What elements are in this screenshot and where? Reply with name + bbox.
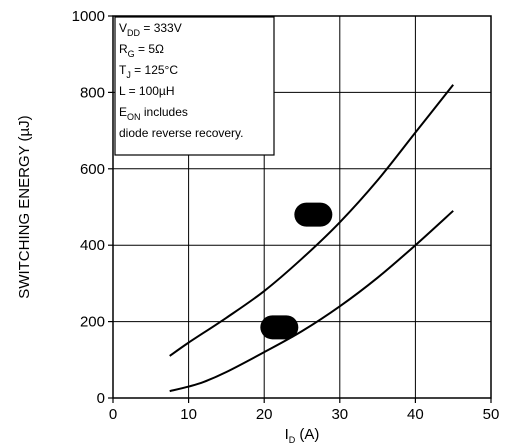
x-tick-label: 20	[256, 406, 273, 423]
plot-frame	[112, 15, 492, 399]
legend-line-rest: = 333V	[140, 21, 182, 35]
y-tick-label: 600	[80, 161, 105, 178]
x-axis-title-rest: (A)	[295, 426, 319, 443]
legend-line-5: EON includes	[119, 105, 188, 122]
y-tick-label: 1000	[72, 8, 105, 25]
legend-line-1: VDD = 333V	[119, 21, 182, 38]
y-tick-label: 400	[80, 237, 105, 254]
legend-line-rest: = 125°C	[131, 63, 178, 77]
legend-line-main: R	[119, 42, 128, 56]
axis-ticks: 0 10 20 30 40 50 0 200 400 600 800 1000	[72, 8, 500, 423]
legend-line-main: diode reverse recovery.	[119, 126, 244, 140]
legend-line-rest: = 100µH	[125, 84, 174, 98]
x-tick-label: 40	[407, 406, 424, 423]
legend-line-3: TJ = 125°C	[119, 63, 178, 80]
series-line-1	[169, 84, 454, 357]
marker-layer	[260, 202, 333, 340]
curve-marker-1	[294, 202, 333, 227]
legend-line-main: E	[119, 105, 127, 119]
legend-line-sub: DD	[127, 28, 140, 38]
legend-line-rest: = 5Ω	[135, 42, 164, 56]
legend-line-6: diode reverse recovery.	[119, 126, 244, 140]
legend-line-sub: G	[128, 49, 135, 59]
y-tick-label: 200	[80, 314, 105, 331]
x-axis-title-sub: D	[289, 435, 296, 443]
x-tick-label: 30	[331, 406, 348, 423]
x-tick-label: 0	[109, 406, 117, 423]
legend-line-main: T	[119, 63, 127, 77]
legend-box: VDD = 333V RG = 5Ω TJ = 125°C L = 100µH EON …	[114, 16, 275, 156]
x-tick-label: 10	[180, 406, 197, 423]
x-axis-title-main: I	[285, 426, 289, 443]
y-tick-label: 800	[80, 84, 105, 101]
legend-line-main: V	[119, 21, 127, 35]
curve-marker-2	[260, 315, 299, 340]
legend-line-main: L	[119, 84, 126, 98]
legend-line-sub: ON	[127, 112, 141, 122]
series-line-2	[169, 210, 454, 393]
legend-line-sub: J	[126, 70, 131, 80]
legend-frame	[114, 16, 275, 156]
legend-line-4: L = 100µH	[119, 84, 175, 98]
y-axis-title: SWITCHING ENERGY (µJ)	[16, 115, 33, 298]
y-tick-label: 0	[97, 390, 105, 407]
x-tick-label: 50	[483, 406, 500, 423]
legend-line-rest: includes	[141, 105, 188, 119]
x-axis-title: ID (A)	[285, 426, 320, 443]
legend-line-2: RG = 5Ω	[119, 42, 164, 59]
series-layer	[169, 84, 454, 393]
